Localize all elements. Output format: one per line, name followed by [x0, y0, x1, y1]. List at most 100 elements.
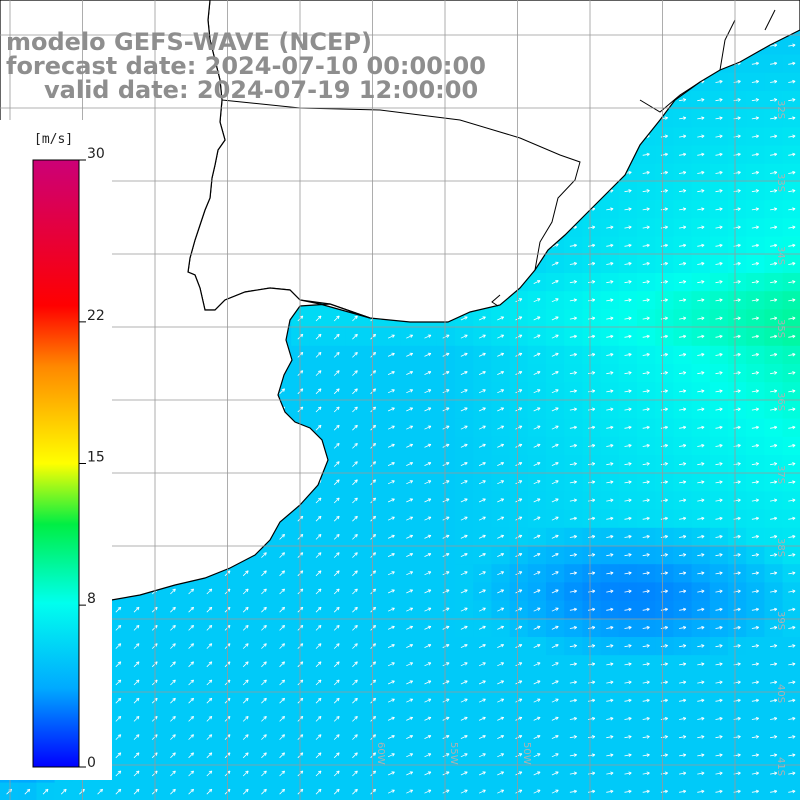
speed-cell	[273, 619, 292, 638]
speed-cell	[182, 728, 201, 747]
speed-cell	[164, 673, 183, 692]
speed-cell	[364, 328, 383, 347]
speed-cell	[182, 746, 201, 765]
speed-cell	[109, 601, 128, 620]
speed-cell	[291, 364, 310, 383]
speed-cell	[273, 601, 292, 620]
speed-cell	[346, 692, 365, 711]
lat-label: 39S	[775, 611, 786, 630]
speed-cell	[109, 619, 128, 638]
speed-cell	[291, 546, 310, 565]
speed-cell	[200, 601, 219, 620]
speed-cell	[164, 637, 183, 656]
speed-cell	[328, 419, 347, 438]
speed-cell	[328, 582, 347, 601]
speed-cell	[255, 746, 274, 765]
speed-cell	[328, 309, 347, 328]
speed-cell	[291, 328, 310, 347]
speed-cell	[237, 637, 256, 656]
lat-label: 33S	[775, 173, 786, 192]
speed-cell	[346, 364, 365, 383]
speed-cell	[255, 637, 274, 656]
colorbar-tick-label: 22	[87, 308, 105, 324]
speed-cell	[346, 491, 365, 510]
speed-cell	[309, 764, 328, 783]
speed-cell	[109, 710, 128, 729]
speed-cell	[182, 692, 201, 711]
speed-cell	[328, 601, 347, 620]
colorbar-tick-label: 30	[87, 146, 105, 162]
speed-cell	[291, 528, 310, 547]
speed-cell	[127, 673, 146, 692]
lat-label: 34S	[775, 246, 786, 265]
speed-cell	[346, 746, 365, 765]
speed-cell	[127, 764, 146, 783]
speed-cell	[182, 764, 201, 783]
lon-label: 60W	[375, 742, 386, 765]
speed-cell	[783, 783, 800, 800]
lat-label: 38S	[775, 538, 786, 557]
speed-cell	[346, 564, 365, 583]
speed-cell	[309, 309, 328, 328]
speed-cell	[364, 546, 383, 565]
speed-cell	[255, 655, 274, 674]
speed-cell	[237, 728, 256, 747]
speed-cell	[237, 710, 256, 729]
speed-cell	[364, 491, 383, 510]
speed-cell	[291, 582, 310, 601]
speed-cell	[109, 728, 128, 747]
speed-cell	[109, 764, 128, 783]
speed-cell	[309, 710, 328, 729]
colorbar-tick-label: 15	[87, 450, 105, 466]
lon-label: 50W	[521, 742, 532, 765]
speed-cell	[309, 673, 328, 692]
speed-cell	[109, 692, 128, 711]
speed-cell	[291, 746, 310, 765]
speed-cell	[328, 437, 347, 456]
speed-cell	[291, 400, 310, 419]
colorbar	[33, 160, 79, 767]
speed-cell	[364, 582, 383, 601]
speed-cell	[328, 364, 347, 383]
speed-cell	[127, 601, 146, 620]
speed-cell	[237, 673, 256, 692]
speed-cell	[346, 673, 365, 692]
speed-cell	[309, 637, 328, 656]
speed-cell	[309, 528, 328, 547]
speed-cell	[364, 455, 383, 474]
speed-cell	[273, 746, 292, 765]
speed-cell	[200, 673, 219, 692]
speed-cell	[273, 564, 292, 583]
speed-cell	[309, 582, 328, 601]
speed-cell	[364, 764, 383, 783]
speed-cell	[255, 619, 274, 638]
speed-cell	[346, 437, 365, 456]
speed-cell	[255, 601, 274, 620]
speed-cell	[309, 510, 328, 529]
speed-cell	[200, 655, 219, 674]
speed-cell	[364, 637, 383, 656]
speed-cell	[291, 510, 310, 529]
lat-label: 41S	[775, 757, 786, 776]
speed-cell	[273, 655, 292, 674]
speed-cell	[273, 764, 292, 783]
lat-label: 32S	[775, 100, 786, 119]
speed-cell	[346, 528, 365, 547]
speed-cell	[364, 382, 383, 401]
speed-cell	[364, 619, 383, 638]
colorbar-unit: [m/s]	[34, 132, 73, 147]
speed-cell	[291, 601, 310, 620]
speed-cell	[273, 692, 292, 711]
speed-cell	[291, 619, 310, 638]
speed-cell	[346, 400, 365, 419]
speed-cell	[309, 601, 328, 620]
speed-cell	[346, 455, 365, 474]
speed-cell	[309, 564, 328, 583]
lat-label: 40S	[775, 684, 786, 703]
speed-cell	[182, 637, 201, 656]
speed-cell	[200, 728, 219, 747]
speed-cell	[200, 637, 219, 656]
speed-cell	[346, 710, 365, 729]
speed-cell	[127, 637, 146, 656]
